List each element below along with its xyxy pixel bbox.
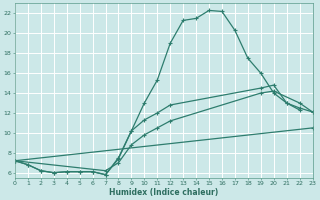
- X-axis label: Humidex (Indice chaleur): Humidex (Indice chaleur): [109, 188, 218, 197]
